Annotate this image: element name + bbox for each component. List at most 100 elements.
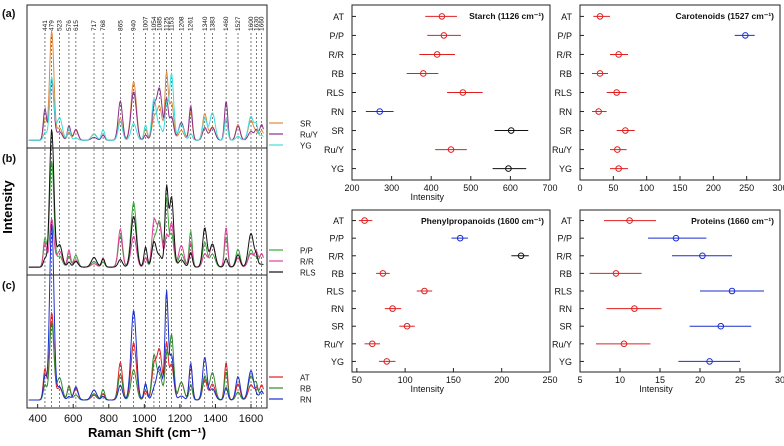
- x-tick-label: 150: [672, 183, 687, 193]
- legend-label: SR: [300, 120, 311, 129]
- category-label: YG: [331, 357, 344, 367]
- category-label: R/R: [557, 251, 573, 261]
- data-point: [699, 252, 706, 260]
- peak-label: 1208: [178, 16, 185, 31]
- x-tick-label: 100: [639, 183, 654, 193]
- spectrum-line-rls: [28, 129, 264, 268]
- data-point: [368, 340, 376, 348]
- x-tick-label: 300: [384, 183, 399, 193]
- category-label: SR: [331, 322, 344, 332]
- category-label: RN: [559, 107, 572, 117]
- plot-title: Carotenoids (1527 cm⁻¹): [676, 11, 775, 21]
- legend-label: P/P: [300, 247, 313, 256]
- data-point: [620, 340, 628, 348]
- carotenoids-dot-plot: Carotenoids (1527 cm⁻¹) AT P/P R/R RB RLS RN SR…: [552, 4, 784, 193]
- category-label: RN: [331, 107, 344, 117]
- category-label: RLS: [326, 287, 344, 297]
- peak-label: 576: [66, 20, 73, 31]
- spectrum-line-rr: [28, 217, 264, 268]
- data-point: [622, 127, 629, 134]
- category-label: RLS: [554, 287, 572, 297]
- peak-label: 1054: [151, 16, 158, 31]
- phenylpropanoids-dot-plot: Phenylpropanoids (1600 cm⁻¹) AT P/P R/R RB RL…: [324, 209, 558, 394]
- data-point: [728, 287, 736, 295]
- category-label: P/P: [329, 31, 344, 41]
- category-label: SR: [559, 126, 572, 136]
- category-label: AT: [561, 12, 572, 22]
- legend-label: RN: [300, 396, 312, 405]
- spectra-x-tick-label: 1600: [239, 413, 263, 425]
- spectra-x-tick-label: 600: [64, 413, 82, 425]
- data-point: [376, 108, 384, 115]
- x-tick-label: 600: [503, 183, 518, 193]
- x-tick-label: 30: [775, 375, 784, 385]
- x-axis-label: Intensity: [410, 384, 444, 394]
- x-tick-label: 200: [494, 375, 509, 385]
- category-label: Ru/Y: [552, 145, 572, 155]
- raman-spectra-panel: Intensity Raman Shift (cm⁻¹) 400 600 800 10…: [0, 4, 318, 440]
- data-point: [717, 322, 725, 330]
- peak-label: 1340: [202, 16, 209, 31]
- data-point: [419, 70, 427, 77]
- category-label: SR: [331, 126, 344, 136]
- spectra-y-label: Intensity: [0, 180, 15, 234]
- category-label: RLS: [326, 88, 344, 98]
- peak-label: 1660: [259, 16, 266, 31]
- category-label: R/R: [329, 251, 345, 261]
- legend-label: AT: [300, 374, 310, 383]
- spectra-x-label: Raman Shift (cm⁻¹): [88, 425, 206, 440]
- peak-label: 523: [57, 20, 64, 31]
- x-tick-label: 100: [398, 375, 413, 385]
- plot-title: Starch (1126 cm⁻¹): [469, 11, 544, 21]
- data-point: [613, 89, 620, 96]
- data-point: [626, 217, 633, 224]
- peak-label: 865: [117, 20, 124, 31]
- data-point: [361, 217, 368, 224]
- data-point: [505, 165, 512, 172]
- spectra-x-tick-label: 800: [100, 413, 118, 425]
- x-tick-label: 50: [608, 183, 618, 193]
- legend-label: RLS: [300, 269, 316, 278]
- category-label: R/R: [557, 50, 573, 60]
- category-label: AT: [333, 216, 344, 226]
- peak-label: 441: [42, 20, 49, 31]
- peak-label: 1007: [143, 16, 150, 31]
- x-tick-label: 0: [577, 183, 582, 193]
- data-point: [459, 89, 467, 96]
- category-label: P/P: [329, 234, 344, 244]
- x-axis-label: Intensity: [639, 384, 673, 394]
- x-tick-label: 5: [577, 375, 582, 385]
- peak-label: 1125: [164, 17, 171, 31]
- spectra-x-tick-label: 1000: [132, 413, 156, 425]
- data-point: [672, 234, 680, 242]
- category-label: RN: [331, 304, 344, 314]
- data-point: [389, 305, 396, 312]
- category-label: YG: [559, 164, 572, 174]
- data-point: [433, 51, 441, 58]
- category-label: AT: [561, 216, 572, 226]
- peak-label: 1630: [253, 16, 260, 31]
- data-point: [596, 13, 604, 20]
- spectrum-line-yg: [28, 72, 264, 141]
- data-point: [383, 358, 391, 365]
- data-point: [612, 270, 620, 277]
- data-point: [447, 146, 455, 153]
- data-point: [507, 127, 515, 134]
- data-point: [742, 32, 749, 39]
- peak-label: 717: [91, 20, 98, 31]
- x-tick-label: 500: [463, 183, 478, 193]
- x-tick-label: 20: [695, 375, 705, 385]
- spectra-frame: [26, 4, 268, 409]
- panel-label: (a): [2, 8, 16, 20]
- legend-label: Ru/Y: [300, 131, 318, 140]
- legend-label: YG: [300, 142, 312, 151]
- data-point: [517, 252, 525, 260]
- panel-label: (b): [2, 153, 16, 165]
- peak-label: 1600: [248, 16, 255, 31]
- proteins-dot-plot: Proteins (1660 cm⁻¹) AT P/P R/R RB RLS RN SR Ru/…: [552, 209, 784, 394]
- panel-label: (c): [2, 280, 16, 292]
- category-label: R/R: [329, 50, 345, 60]
- spectra-x-tick-label: 1400: [203, 413, 227, 425]
- data-point: [596, 70, 604, 77]
